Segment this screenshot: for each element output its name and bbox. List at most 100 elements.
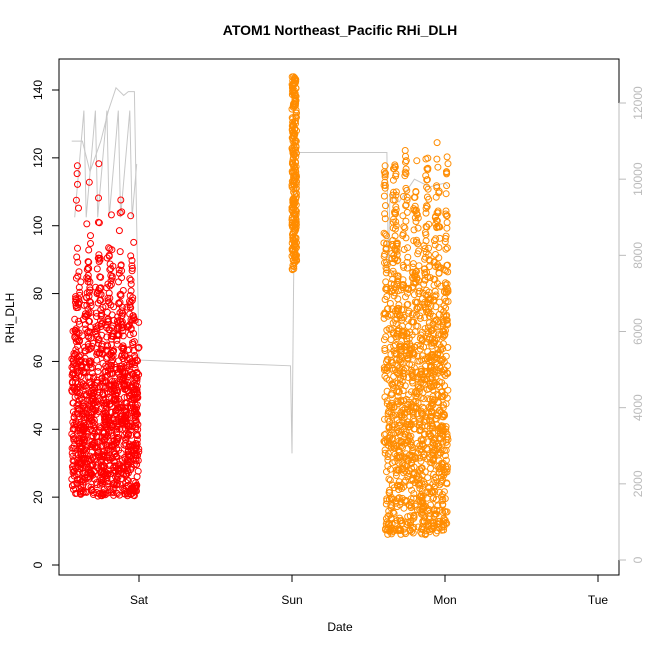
- rhi-point: [110, 491, 118, 499]
- rhi-point: [401, 382, 409, 390]
- rhi-point: [95, 251, 103, 259]
- rhi-point: [387, 336, 395, 344]
- rhi-point: [91, 439, 99, 446]
- rhi-point: [405, 309, 413, 317]
- rhi-point: [130, 407, 138, 415]
- rhi-point: [403, 193, 411, 201]
- rhi-point: [126, 303, 134, 311]
- rhi-point: [430, 363, 438, 371]
- rhi-point: [289, 234, 297, 241]
- rhi-point: [105, 298, 113, 306]
- rhi-point: [390, 444, 398, 452]
- rhi-point: [426, 379, 434, 387]
- rhi-point: [75, 439, 83, 447]
- rhi-point: [126, 458, 134, 466]
- rhi-point: [415, 284, 423, 292]
- rhi-point: [385, 507, 393, 515]
- rhi-point: [429, 520, 437, 527]
- rhi-point: [128, 257, 136, 264]
- rhi-point: [76, 440, 84, 447]
- rhi-point: [113, 476, 121, 484]
- rhi-point: [437, 306, 445, 313]
- rhi-point: [441, 452, 449, 460]
- rhi-point: [106, 370, 114, 378]
- rhi-point: [72, 338, 80, 346]
- rhi-point: [81, 436, 88, 444]
- y2-tick-label: 6000: [631, 318, 645, 345]
- x-tick-label: Mon: [433, 593, 456, 607]
- rhi-point: [414, 322, 422, 330]
- rhi-point: [131, 440, 139, 448]
- rhi-point: [385, 495, 393, 503]
- y-axis-label: RHi_DLH: [3, 293, 17, 344]
- rhi-point: [75, 283, 83, 291]
- rhi-point: [290, 265, 298, 273]
- rhi-point: [381, 169, 389, 177]
- rhi-point: [381, 210, 389, 218]
- y2-tick-label: 0: [631, 556, 645, 563]
- rhi-point: [93, 461, 101, 469]
- rhi-point: [84, 332, 92, 340]
- rhi-point: [432, 473, 440, 481]
- rhi-point: [75, 317, 83, 325]
- rhi-point: [82, 425, 90, 433]
- rhi-point: [434, 163, 442, 171]
- rhi-point: [68, 482, 76, 490]
- rhi-point: [413, 238, 420, 246]
- rhi-point: [439, 476, 447, 484]
- rhi-point: [442, 297, 450, 305]
- rhi-point: [410, 469, 418, 477]
- rhi-point: [291, 98, 299, 106]
- rhi-point: [389, 242, 397, 250]
- rhi-point: [127, 287, 135, 295]
- rhi-point: [292, 252, 300, 260]
- rhi-point: [427, 412, 435, 420]
- rhi-point: [93, 349, 101, 356]
- rhi-point: [442, 267, 450, 275]
- rhi-point: [103, 432, 111, 440]
- rhi-point: [442, 456, 450, 464]
- rhi-point: [69, 365, 77, 373]
- rhi-point: [419, 499, 427, 507]
- rhi-point: [291, 130, 299, 138]
- rhi-point: [88, 342, 96, 350]
- rhi-point: [132, 394, 140, 402]
- rhi-point: [440, 401, 447, 409]
- rhi-point: [424, 291, 432, 299]
- rhi-point: [423, 193, 431, 201]
- rhi-point: [105, 326, 113, 334]
- rhi-point: [443, 394, 451, 402]
- rhi-point: [383, 437, 391, 445]
- rhi-point: [117, 290, 125, 298]
- rhi-point: [109, 485, 117, 493]
- rhi-point: [93, 356, 101, 364]
- rhi-point: [97, 467, 105, 475]
- rhi-point: [93, 313, 100, 321]
- rhi-point: [429, 422, 437, 430]
- rhi-point: [423, 183, 431, 191]
- rhi-point: [391, 289, 399, 297]
- rhi-point: [422, 204, 430, 212]
- rhi-point: [95, 447, 103, 455]
- rhi-point: [75, 268, 83, 276]
- rhi-point: [94, 299, 102, 307]
- rhi-point: [383, 326, 391, 334]
- rhi-point: [94, 363, 102, 371]
- rhi-point: [103, 471, 111, 479]
- rhi-point: [411, 193, 419, 201]
- rhi-point: [94, 218, 102, 226]
- rhi-point: [69, 327, 77, 335]
- rhi-point: [117, 449, 125, 457]
- rhi-point: [75, 204, 82, 212]
- rhi-point: [293, 113, 300, 121]
- rhi-point: [408, 283, 416, 291]
- rhi-point: [289, 121, 297, 128]
- rhi-point: [118, 208, 126, 216]
- rhi-point: [418, 530, 426, 538]
- rhi-point: [108, 378, 116, 385]
- rhi-point: [115, 332, 123, 339]
- rhi-point: [76, 447, 84, 455]
- rhi-point: [72, 196, 80, 204]
- rhi-point: [95, 194, 102, 202]
- rhi-point: [133, 369, 141, 377]
